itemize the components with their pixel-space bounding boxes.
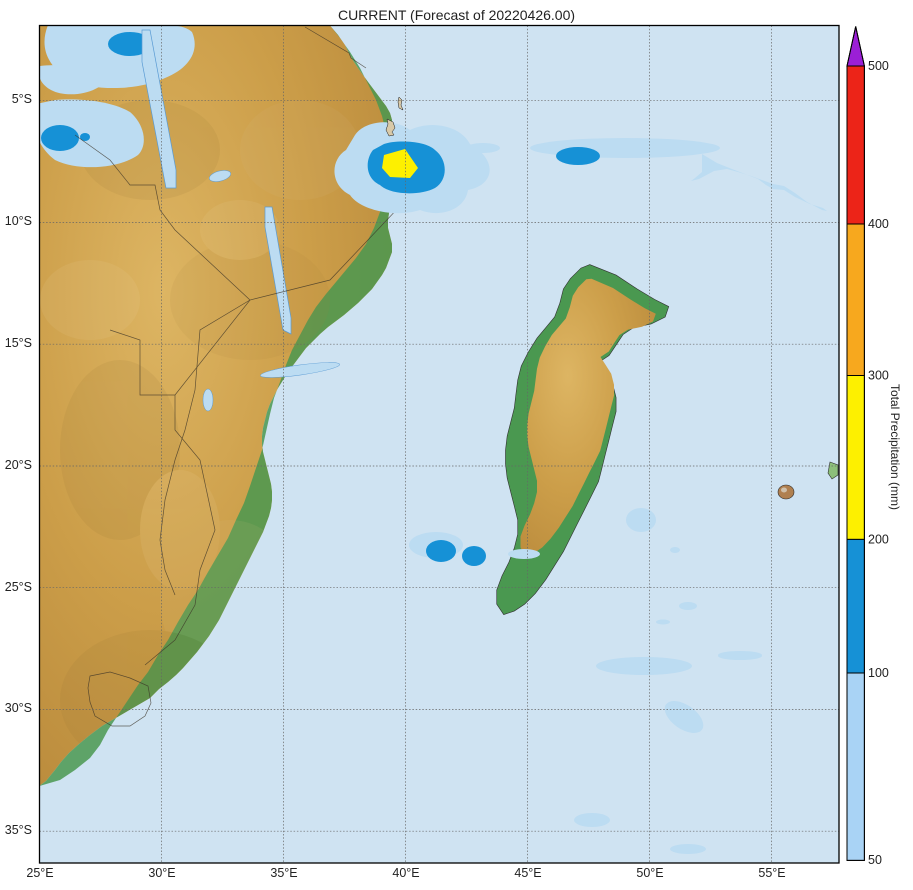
svg-text:50: 50 (868, 853, 882, 867)
svg-text:100: 100 (868, 666, 889, 680)
svg-text:500: 500 (868, 59, 889, 73)
svg-text:200: 200 (868, 532, 889, 546)
svg-text:Total Precipitation (mm): Total Precipitation (mm) (888, 384, 902, 510)
svg-text:400: 400 (868, 217, 889, 231)
svg-text:300: 300 (868, 369, 889, 383)
